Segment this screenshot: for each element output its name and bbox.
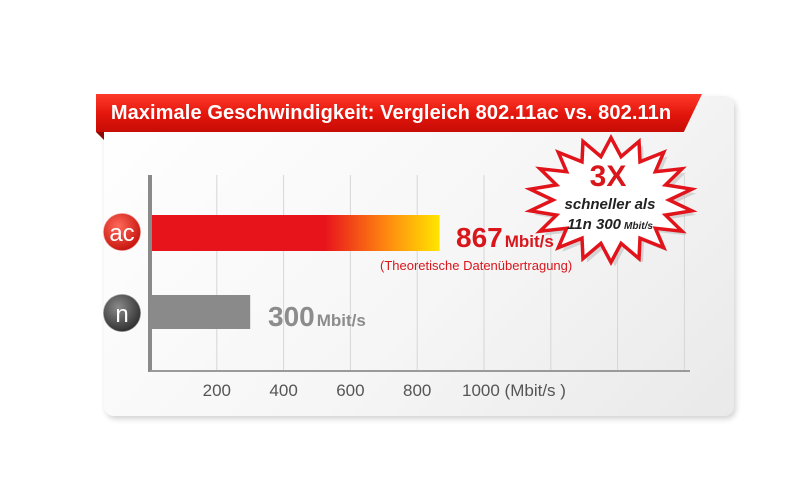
bar-ac — [152, 215, 440, 251]
ac-badge-icon: ac — [102, 212, 142, 252]
x-tick-label: 800 — [403, 381, 431, 400]
bar-group — [152, 215, 440, 329]
ac-value-note: (Theoretische Datenübertragung) — [380, 258, 572, 273]
ac-value-unit: Mbit/s — [505, 232, 554, 251]
banner-fold — [96, 132, 104, 140]
burst-line2: 11n 300 Mbit/s — [567, 216, 653, 233]
ac-value-label: 867 Mbit/s — [456, 222, 554, 253]
n-value-number: 300 — [268, 301, 315, 332]
x-tick-label: 400 — [269, 381, 297, 400]
chart-title: Maximale Geschwindigkeit: Vergleich 802.… — [110, 102, 672, 124]
starburst-badge: 3X schneller als 11n 300 Mbit/s — [524, 133, 698, 267]
n-badge-icon: n — [102, 293, 142, 333]
n-value-unit: Mbit/s — [317, 311, 366, 330]
title-banner — [96, 94, 702, 132]
x-tick-label: 200 — [203, 381, 231, 400]
burst-line2-unit: Mbit/s — [624, 221, 653, 232]
burst-line2-main: 11n 300 — [567, 216, 622, 233]
bar-n — [152, 295, 251, 329]
burst-line1: schneller als — [565, 196, 656, 213]
x-tick-label: 600 — [336, 381, 364, 400]
tick-labels: 200 400 600 800 1000 (Mbit/s ) — [203, 381, 566, 400]
ac-value-number: 867 — [456, 222, 503, 253]
ac-badge-label: ac — [109, 220, 134, 247]
x-tick-label: 1000 (Mbit/s ) — [462, 381, 566, 400]
burst-big-text: 3X — [590, 160, 627, 193]
n-value-label: 300 Mbit/s — [268, 301, 366, 332]
n-badge-label: n — [115, 301, 128, 328]
